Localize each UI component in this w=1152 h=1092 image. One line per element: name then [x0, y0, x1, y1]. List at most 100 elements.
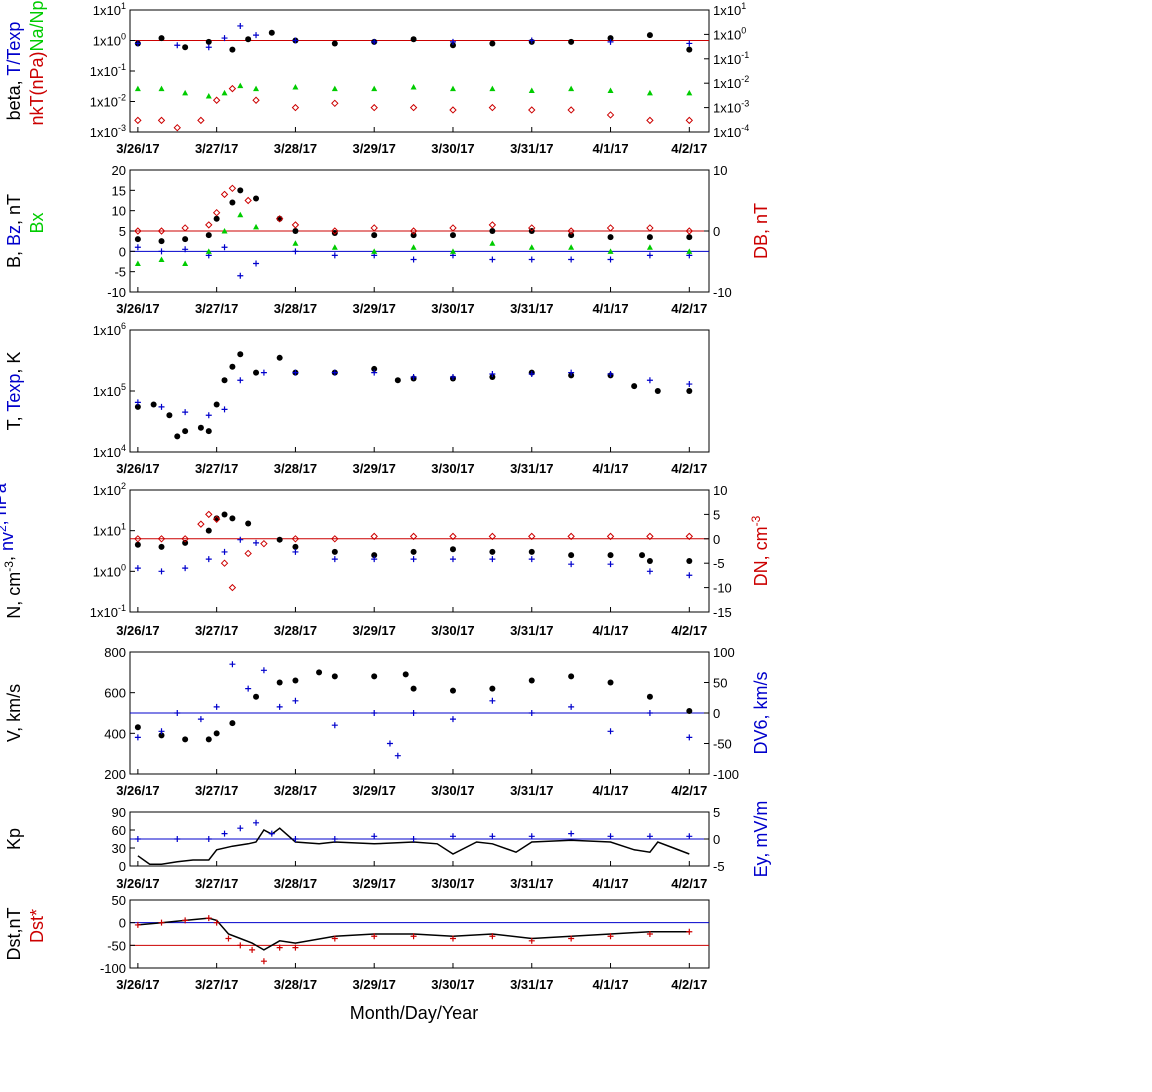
data-point — [253, 223, 260, 230]
left-tick-label: 0 — [119, 859, 126, 874]
data-point — [410, 256, 417, 263]
data-point — [331, 556, 338, 563]
data-point — [410, 836, 417, 842]
data-point — [528, 710, 535, 716]
data-point — [449, 38, 456, 45]
x-tick-label: 3/29/17 — [353, 876, 396, 891]
data-point — [260, 539, 268, 548]
data-point — [686, 833, 693, 840]
data-point — [158, 732, 165, 739]
data-point — [205, 915, 212, 922]
data-point — [568, 244, 575, 250]
data-point — [205, 510, 213, 519]
x-tick-label: 3/27/17 — [195, 461, 238, 476]
data-point — [205, 92, 212, 99]
data-point — [331, 722, 338, 729]
data-point — [158, 919, 165, 926]
right-tick-label: -15 — [713, 605, 732, 620]
x-tick-label: 3/31/17 — [510, 301, 553, 316]
left-axis-title: T, Texp, K — [4, 352, 24, 431]
x-tick-label: 3/26/17 — [116, 461, 159, 476]
left-tick-label: -5 — [114, 265, 126, 280]
data-point — [205, 527, 212, 534]
data-point — [134, 921, 141, 928]
left-tick-label: -50 — [107, 938, 126, 953]
data-point — [229, 515, 236, 522]
data-point — [181, 224, 189, 232]
data-point — [220, 559, 229, 567]
data-point — [646, 568, 653, 575]
x-tick-label: 3/28/17 — [274, 783, 317, 798]
right-tick-label: 10 — [713, 163, 727, 178]
data-point — [268, 830, 275, 837]
data-point — [275, 215, 284, 223]
x-tick-label: 3/29/17 — [353, 977, 396, 992]
x-tick-label: 4/2/17 — [671, 461, 707, 476]
x-tick-label: 3/31/17 — [510, 141, 553, 156]
series-line — [137, 827, 690, 865]
data-point — [225, 935, 232, 942]
left-tick-label: 0 — [119, 916, 126, 931]
left-tick-label: 30 — [112, 841, 126, 856]
x-tick-label: 3/30/17 — [431, 977, 474, 992]
data-point — [205, 38, 212, 45]
right-tick-label: -10 — [713, 285, 732, 300]
x-tick-label: 3/26/17 — [116, 783, 159, 798]
data-point — [220, 190, 229, 199]
data-point — [174, 836, 181, 842]
data-point — [686, 234, 693, 241]
data-point — [646, 252, 653, 259]
data-point — [410, 933, 417, 940]
data-point — [205, 248, 212, 254]
data-point — [394, 752, 401, 759]
data-point — [276, 536, 283, 543]
left-axis-title-2: nkT(nPa)Na/Np — [27, 0, 47, 125]
data-point — [331, 836, 338, 842]
data-point — [409, 532, 418, 541]
plot-frame — [129, 329, 710, 453]
left-tick-label: 1x10-1 — [90, 62, 126, 79]
data-point — [607, 234, 614, 241]
data-point — [268, 29, 275, 36]
data-point — [568, 232, 575, 239]
series-texp — [134, 369, 693, 419]
series-dst- — [134, 915, 693, 965]
data-point — [229, 46, 236, 53]
left-axis-title-2: Dst* — [27, 909, 47, 943]
data-point — [205, 221, 213, 229]
data-point — [489, 556, 496, 563]
data-point — [237, 211, 244, 218]
data-point — [316, 669, 323, 676]
data-point — [134, 244, 141, 251]
data-point — [276, 215, 283, 222]
data-point — [528, 370, 535, 377]
data-point — [528, 556, 535, 563]
left-tick-label: 1x100 — [93, 562, 126, 579]
left-tick-label: 1x102 — [93, 481, 126, 498]
data-point — [253, 32, 260, 39]
series-dst — [137, 917, 690, 951]
data-point — [489, 833, 496, 840]
data-point — [606, 224, 615, 232]
data-point — [331, 40, 338, 47]
panels-layer: 1x10-3 1x10-2 1x10-1 1x100 1x101 1x10-4 1x10-3… — [0, 0, 771, 992]
data-point — [205, 836, 212, 842]
series-beta — [134, 29, 693, 53]
data-point — [685, 532, 694, 541]
data-point — [568, 561, 575, 568]
data-point — [331, 230, 338, 237]
data-point — [174, 710, 181, 716]
left-tick-label: 400 — [104, 726, 126, 741]
data-point — [292, 677, 299, 684]
data-point — [182, 246, 189, 253]
data-point — [292, 836, 299, 842]
data-point — [686, 388, 693, 394]
data-point — [134, 399, 141, 406]
series-db — [134, 184, 694, 235]
data-point — [157, 227, 166, 235]
x-axis-title: Month/Day/Year — [350, 1003, 478, 1023]
data-point — [213, 919, 220, 926]
data-point — [158, 248, 165, 255]
data-point — [237, 187, 244, 194]
